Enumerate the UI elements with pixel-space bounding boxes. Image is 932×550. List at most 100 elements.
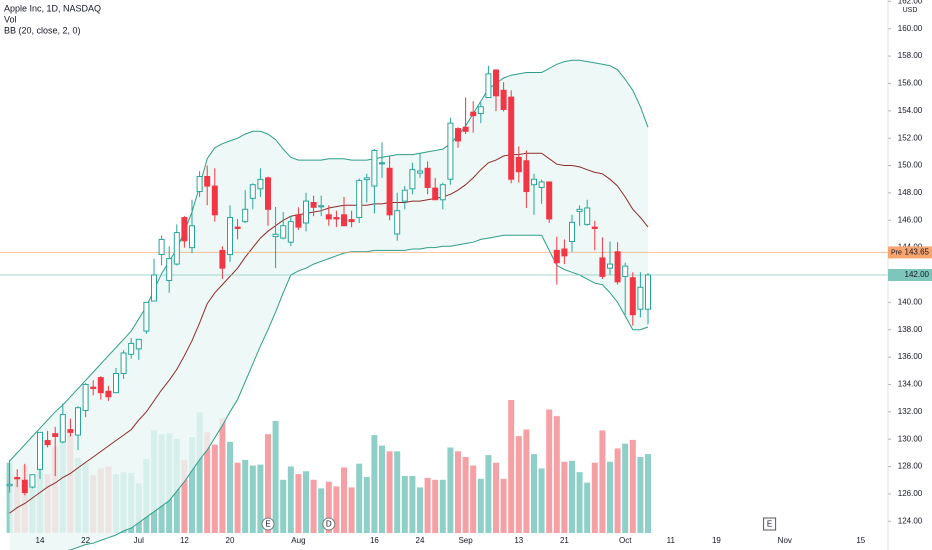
volume-bar bbox=[211, 444, 218, 533]
candle-body bbox=[561, 248, 568, 257]
volume-bar bbox=[645, 454, 651, 533]
volume-bar bbox=[614, 448, 621, 533]
volume-bar bbox=[629, 439, 636, 533]
x-tick-label: 14 bbox=[36, 536, 45, 545]
candle-body bbox=[341, 214, 347, 227]
volume-bar bbox=[325, 481, 332, 533]
volume-bar bbox=[348, 487, 355, 533]
candle-body bbox=[477, 106, 484, 115]
volume-bar bbox=[371, 435, 378, 533]
candle-body bbox=[591, 226, 598, 229]
y-tick-label: 128.00 bbox=[898, 462, 923, 471]
candle-body bbox=[234, 226, 241, 229]
volume-bar bbox=[409, 476, 416, 533]
y-tick-label: 124.00 bbox=[898, 516, 923, 525]
event-label: E bbox=[265, 520, 270, 529]
candle-body bbox=[310, 201, 317, 208]
candle-body bbox=[379, 162, 385, 165]
y-tick-label: 138.00 bbox=[898, 325, 923, 334]
candle-body bbox=[97, 377, 104, 394]
chart-title: Apple Inc, 1D, NASDAQ bbox=[4, 3, 101, 13]
volume-bar bbox=[303, 471, 309, 533]
y-tick-label: 140.00 bbox=[898, 297, 923, 306]
volume-bar bbox=[553, 416, 560, 533]
candle-body bbox=[135, 338, 142, 350]
candle-body bbox=[75, 407, 81, 436]
band-lower-line bbox=[67, 234, 649, 550]
currency: USD bbox=[903, 7, 918, 14]
volume-bar bbox=[637, 457, 644, 533]
volume-bar bbox=[561, 461, 568, 533]
volume-bar bbox=[333, 486, 340, 533]
x-tick-label: 15 bbox=[856, 536, 865, 545]
y-tick-label: 126.00 bbox=[898, 489, 923, 498]
candle-body bbox=[325, 214, 332, 220]
candle-body bbox=[462, 126, 469, 132]
candle-body bbox=[394, 210, 401, 235]
candle-body bbox=[523, 160, 530, 193]
candle-body bbox=[538, 181, 545, 188]
volume-bar bbox=[257, 464, 264, 533]
volume-bar bbox=[500, 478, 507, 533]
volume-bar bbox=[265, 434, 271, 533]
volume-bar bbox=[538, 468, 545, 533]
price-label-box bbox=[888, 246, 932, 259]
volume-bar bbox=[204, 432, 211, 533]
volume-bar bbox=[227, 441, 233, 533]
candle-body bbox=[417, 170, 423, 174]
event-label: D bbox=[326, 520, 332, 529]
volume-bar bbox=[523, 429, 530, 533]
candle-body bbox=[173, 232, 180, 265]
volume-bar bbox=[477, 478, 484, 533]
candle-body bbox=[455, 128, 461, 142]
candle-body bbox=[128, 342, 135, 355]
y-tick-label: 136.00 bbox=[898, 352, 923, 361]
volume-bar bbox=[379, 445, 385, 533]
band-upper-line bbox=[9, 59, 649, 462]
x-tick-label: 19 bbox=[712, 536, 721, 545]
candle-body bbox=[439, 184, 446, 201]
x-tick-label: Jul bbox=[134, 536, 144, 545]
candle-body bbox=[151, 274, 157, 302]
candle-body bbox=[211, 185, 218, 216]
y-tick-label: 162.00 bbox=[898, 0, 923, 5]
volume-bar bbox=[287, 466, 294, 533]
volume-bar bbox=[515, 436, 522, 533]
x-tick-label: Oct bbox=[619, 536, 632, 545]
candle-body bbox=[363, 177, 370, 181]
candle-body bbox=[120, 352, 127, 375]
y-tick-label: 146.00 bbox=[898, 215, 923, 224]
candle-body bbox=[645, 274, 651, 310]
volume-bar bbox=[234, 462, 241, 533]
candle-body bbox=[166, 258, 173, 281]
volume-bar bbox=[607, 461, 613, 533]
volume-bar bbox=[591, 462, 598, 533]
volume-bar bbox=[584, 482, 591, 533]
volume-bar bbox=[219, 418, 226, 533]
candle-body bbox=[287, 221, 294, 243]
volume-bar bbox=[599, 430, 606, 533]
candle-body bbox=[295, 214, 302, 228]
volume-bar bbox=[181, 459, 188, 533]
candle-body bbox=[432, 187, 439, 201]
volume-bar bbox=[295, 474, 302, 533]
volume-bar bbox=[341, 467, 347, 533]
candle-body bbox=[257, 178, 264, 190]
x-tick-label: 21 bbox=[560, 536, 569, 545]
candle-body bbox=[584, 207, 591, 225]
candle-body bbox=[607, 263, 613, 269]
x-tick-label: Aug bbox=[291, 536, 305, 545]
plot-layer bbox=[0, 59, 888, 550]
volume-bar bbox=[249, 465, 256, 533]
candle-body bbox=[204, 175, 211, 187]
candle-body bbox=[59, 414, 66, 443]
candle-body bbox=[553, 249, 560, 264]
candle-body bbox=[52, 433, 59, 437]
candle-body bbox=[348, 219, 355, 223]
candle-body bbox=[280, 225, 287, 239]
volume-bar bbox=[470, 465, 477, 533]
y-tick-label: 152.00 bbox=[898, 133, 923, 142]
volume-bar bbox=[432, 479, 439, 533]
